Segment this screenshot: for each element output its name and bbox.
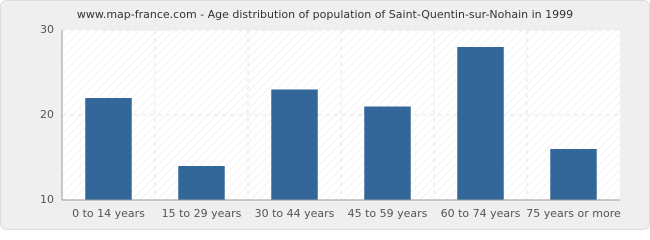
- chart: www.map-france.com - Age distribution of…: [0, 0, 650, 230]
- bar: [85, 98, 132, 200]
- y-tick-label: 20: [40, 108, 54, 121]
- x-tick-label: 75 years or more: [526, 207, 621, 220]
- y-tick-label: 30: [40, 23, 54, 36]
- x-tick-label: 45 to 59 years: [348, 207, 428, 220]
- x-tick-label: 30 to 44 years: [255, 207, 335, 220]
- bar: [457, 47, 504, 200]
- y-tick-label: 10: [40, 193, 54, 206]
- bar: [364, 106, 411, 200]
- bar: [550, 149, 597, 200]
- x-tick-label: 0 to 14 years: [72, 207, 145, 220]
- bar: [178, 166, 225, 200]
- bar: [271, 89, 318, 200]
- x-tick-label: 15 to 29 years: [162, 207, 242, 220]
- chart-title: www.map-france.com - Age distribution of…: [77, 8, 573, 21]
- x-tick-label: 60 to 74 years: [441, 207, 521, 220]
